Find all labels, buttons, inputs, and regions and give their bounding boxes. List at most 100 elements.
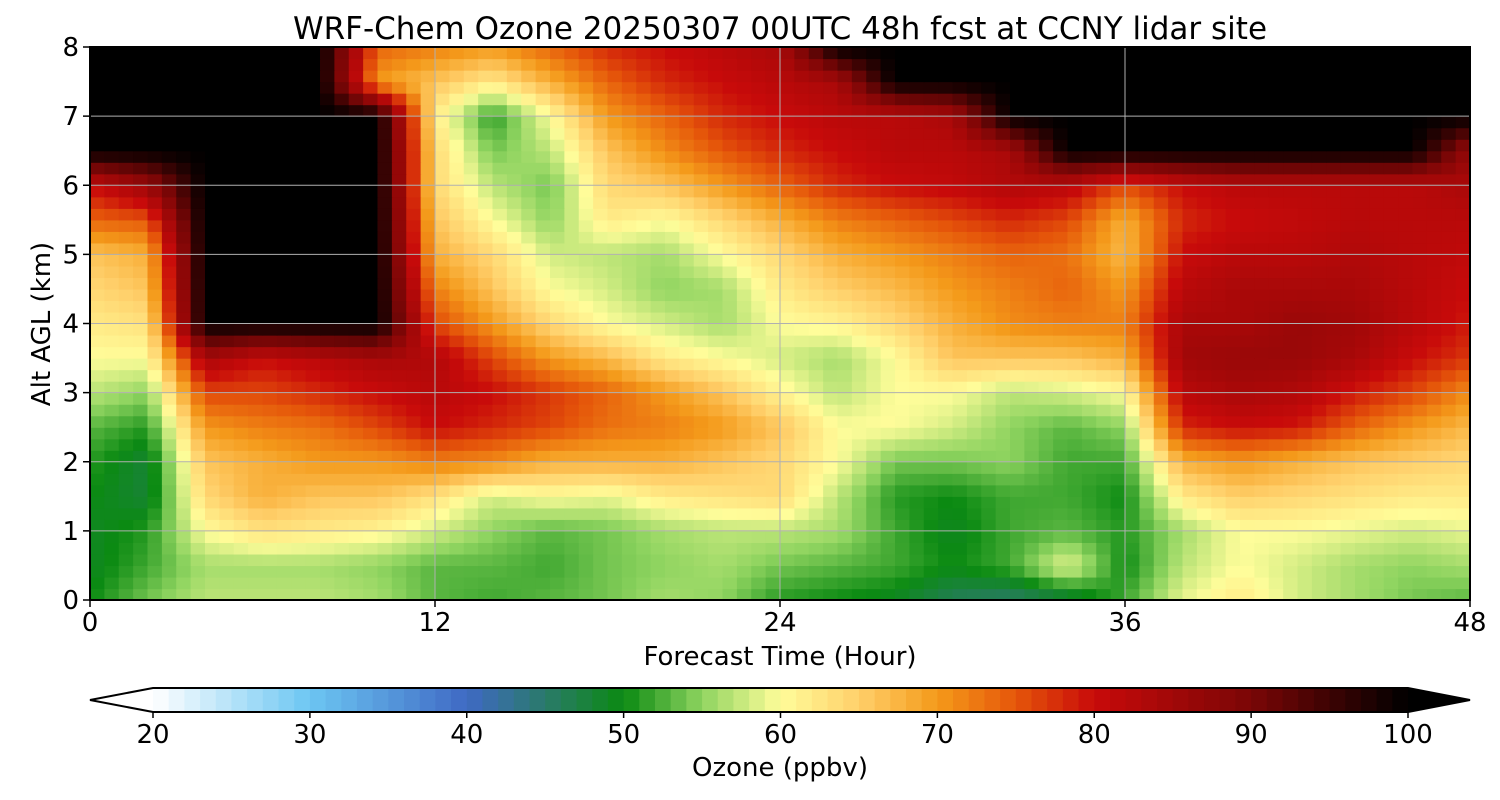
heatmap-cell: [1355, 404, 1370, 417]
heatmap-cell: [1441, 139, 1457, 152]
heatmap-cell: [966, 358, 982, 371]
heatmap-cell: [104, 277, 120, 290]
heatmap-cell: [1168, 242, 1184, 255]
heatmap-cell: [679, 346, 695, 359]
heatmap-cell: [851, 369, 867, 382]
heatmap-cell: [1326, 288, 1342, 302]
heatmap-cell: [794, 58, 810, 71]
heatmap-cell: [1168, 185, 1184, 198]
heatmap-cell: [1297, 404, 1313, 417]
heatmap-cell: [1297, 553, 1313, 567]
heatmap-cell: [636, 346, 652, 359]
heatmap-cell: [837, 450, 853, 463]
heatmap-cell: [823, 139, 839, 152]
heatmap-cell: [966, 150, 982, 163]
heatmap-cell: [161, 404, 177, 417]
heatmap-cell: [1081, 507, 1097, 520]
heatmap-cell: [463, 427, 479, 440]
heatmap-cell: [1211, 70, 1227, 83]
heatmap-cell: [133, 58, 149, 71]
heatmap-cell: [1369, 473, 1385, 486]
heatmap-cell: [1412, 415, 1428, 428]
heatmap-cell: [1211, 496, 1227, 509]
heatmap-cell: [808, 519, 824, 532]
heatmap-cell: [276, 358, 292, 371]
heatmap-cell: [118, 346, 134, 359]
heatmap-cell: [607, 47, 623, 60]
heatmap-cell: [420, 231, 436, 244]
heatmap-cell: [478, 507, 494, 520]
heatmap-cell: [765, 311, 781, 325]
heatmap-cell: [1096, 70, 1112, 83]
heatmap-cell: [1297, 47, 1313, 60]
heatmap-cell: [550, 542, 565, 555]
heatmap-cell: [938, 381, 954, 394]
heatmap-cell: [952, 369, 968, 382]
heatmap-cell: [1139, 450, 1155, 463]
heatmap-cell: [305, 93, 321, 106]
heatmap-cell: [1398, 450, 1414, 463]
heatmap-cell: [1211, 404, 1227, 417]
heatmap-cell: [1254, 484, 1270, 497]
heatmap-cell: [276, 58, 292, 71]
heatmap-cell: [1369, 392, 1385, 405]
heatmap-cell: [1254, 507, 1270, 520]
heatmap-cell: [219, 461, 235, 474]
heatmap-cell: [736, 127, 752, 140]
heatmap-cell: [866, 311, 882, 325]
heatmap-cell: [420, 173, 436, 186]
heatmap-cell: [161, 196, 177, 209]
heatmap-cell: [1225, 346, 1241, 359]
heatmap-cell: [406, 162, 422, 175]
heatmap-cell: [1297, 530, 1313, 543]
heatmap-cell: [636, 496, 652, 509]
heatmap-cell: [952, 173, 968, 186]
heatmap-cell: [1240, 254, 1255, 267]
heatmap-cell: [363, 300, 379, 313]
heatmap-cell: [492, 265, 508, 279]
heatmap-cell: [607, 150, 623, 163]
heatmap-cell: [1125, 530, 1140, 543]
heatmap-cell: [521, 127, 537, 140]
heatmap-cell: [1455, 461, 1470, 474]
colorbar-segment: [749, 688, 766, 712]
heatmap-cell: [334, 150, 350, 163]
heatmap-cell: [161, 588, 177, 600]
heatmap-cell: [851, 300, 867, 313]
heatmap-cell: [1268, 381, 1284, 394]
heatmap-cell: [550, 530, 565, 543]
heatmap-cell: [1254, 438, 1270, 451]
heatmap-cell: [420, 47, 436, 60]
heatmap-cell: [808, 565, 824, 578]
heatmap-cell: [650, 553, 666, 567]
heatmap-cell: [420, 542, 436, 555]
heatmap-cell: [1426, 254, 1442, 267]
heatmap-cell: [1125, 438, 1140, 451]
heatmap-cell: [607, 254, 623, 267]
heatmap-cell: [1125, 300, 1140, 313]
heatmap-cell: [248, 277, 264, 290]
heatmap-cell: [147, 104, 163, 117]
heatmap-cell: [952, 427, 968, 440]
heatmap-cell: [981, 484, 997, 497]
heatmap-cell: [895, 70, 910, 83]
heatmap-cell: [765, 346, 781, 359]
heatmap-cell: [219, 496, 235, 509]
heatmap-cell: [435, 507, 450, 520]
heatmap-cell: [1254, 70, 1270, 83]
heatmap-cell: [708, 231, 724, 244]
heatmap-cell: [1268, 484, 1284, 497]
heatmap-cell: [161, 530, 177, 543]
heatmap-cell: [1211, 116, 1227, 129]
heatmap-cell: [550, 254, 565, 267]
heatmap-cell: [1182, 277, 1198, 290]
heatmap-cell: [1196, 150, 1212, 163]
heatmap-cell: [650, 93, 666, 106]
heatmap-cell: [348, 404, 364, 417]
heatmap-cell: [406, 104, 422, 117]
heatmap-cell: [1441, 208, 1457, 221]
heatmap-cell: [564, 438, 580, 451]
colorbar-segment: [529, 688, 546, 712]
heatmap-cell: [751, 139, 767, 152]
heatmap-cell: [1153, 484, 1169, 497]
